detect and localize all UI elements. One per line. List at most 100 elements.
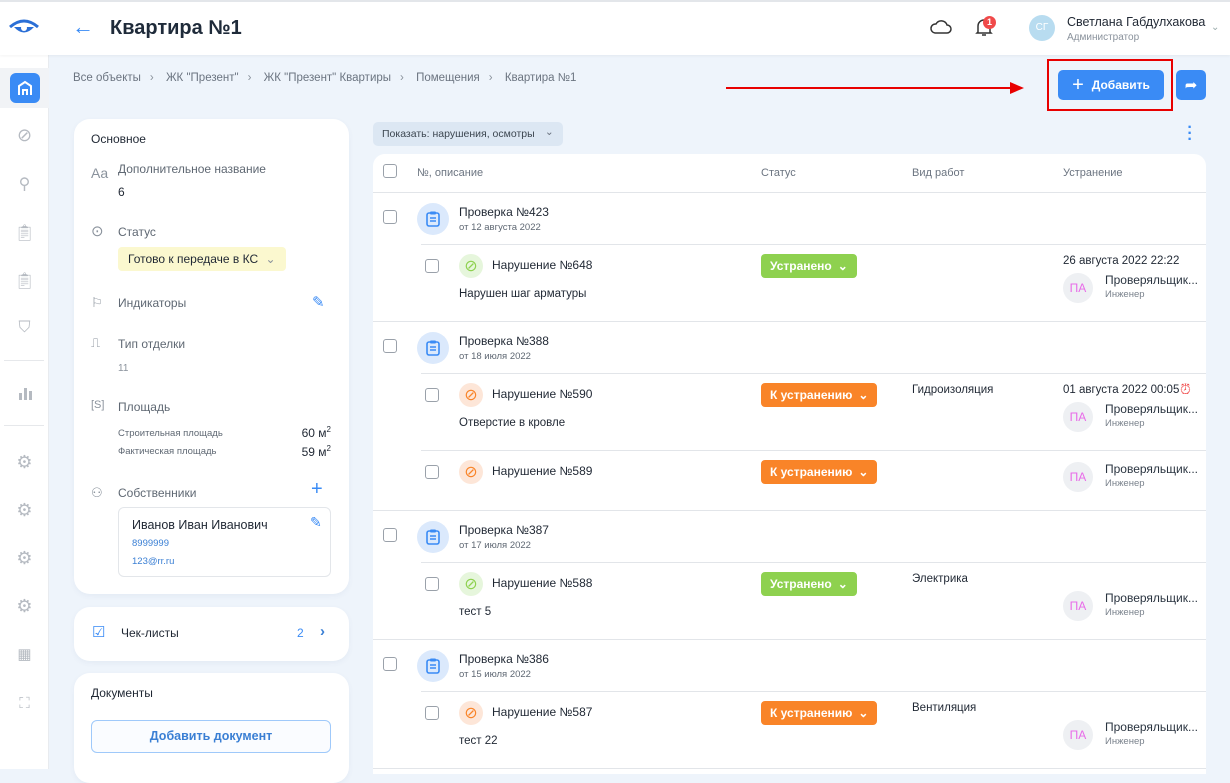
checklists-card[interactable]: ☑ Чек-листы 2 › [74, 607, 349, 661]
cloud-icon[interactable] [930, 18, 952, 36]
sidebar-item-objects[interactable] [0, 68, 49, 108]
column-header-work-type[interactable]: Вид работ [912, 167, 965, 179]
inspection-title[interactable]: Проверка №386 [459, 652, 549, 666]
column-header-status[interactable]: Статус [761, 167, 796, 179]
assignee-name[interactable]: Проверяльщик... [1105, 591, 1199, 605]
inspection-row[interactable]: Проверка №386 от 15 июля 2022 [373, 640, 1206, 692]
sup: 2 [326, 444, 331, 453]
assignee-avatar: ПА [1063, 462, 1093, 492]
status-dropdown[interactable]: Готово к передаче в КС ⌄ [118, 247, 286, 271]
inspection-title[interactable]: Проверка №423 [459, 205, 549, 219]
sidebar-item-analytics[interactable] [0, 375, 49, 415]
pencil-icon[interactable]: ✎ [312, 294, 325, 311]
breadcrumb-item[interactable]: Все объекты [73, 72, 141, 84]
owner-phone[interactable]: 8999999 [132, 538, 169, 549]
sidebar-item-acceptance[interactable]: ⛉ [0, 308, 49, 348]
plus-icon: + [1072, 73, 1084, 96]
status-dropdown[interactable]: Устранено ⌄ [761, 254, 857, 278]
eye-logo-icon[interactable] [9, 18, 39, 38]
user-badge-icon: ⛶ [19, 694, 30, 712]
assignee-name[interactable]: Проверяльщик... [1105, 273, 1199, 287]
paint-roller-icon: ⎍ [91, 335, 101, 350]
row-checkbox[interactable] [383, 657, 397, 671]
chevron-right-icon: › [488, 72, 493, 84]
row-checkbox[interactable] [383, 339, 397, 353]
owner-email[interactable]: 123@rr.ru [132, 556, 175, 567]
forbidden-icon: ⊘ [16, 124, 33, 145]
owner-name: Иванов Иван Иванович [132, 518, 268, 532]
violation-row[interactable]: ⊘ Нарушение №590 Отверстие в кровле К устра… [373, 374, 1206, 451]
assignee-name[interactable]: Проверяльщик... [1105, 402, 1199, 416]
user-role: Администратор [1067, 32, 1140, 43]
sidebar-item-profile[interactable]: ⛶ [0, 683, 49, 723]
violation-row[interactable]: ⊘ Нарушение №648 Нарушен шаг арматуры Устра… [373, 245, 1206, 322]
add-document-button[interactable]: Добавить документ [91, 720, 331, 753]
owner-card[interactable]: Иванов Иван Иванович ✎ 8999999 123@rr.ru [118, 507, 331, 577]
divider [4, 360, 44, 361]
assignee-avatar: ПА [1063, 720, 1093, 750]
assignee-role: Инженер [1105, 478, 1145, 489]
status-dropdown[interactable]: Устранено ⌄ [761, 572, 857, 596]
row-checkbox[interactable] [383, 210, 397, 224]
sidebar-item-settings-checks[interactable]: ⚙ [0, 442, 49, 482]
violation-title[interactable]: Нарушение №587 [492, 705, 593, 719]
violation-row[interactable]: ⊘ Нарушение №589 К устранению ⌄ ПА Проверяльщ… [373, 451, 1206, 511]
share-icon: ➦ [1184, 77, 1198, 94]
divider [4, 425, 44, 426]
inspection-row[interactable]: Проверка №423 от 12 августа 2022 [373, 193, 1206, 245]
chevron-right-icon[interactable]: › [320, 623, 325, 640]
sidebar-item-search[interactable]: ⚲ [0, 164, 49, 204]
select-all-checkbox[interactable] [383, 164, 397, 178]
inspection-row[interactable]: Проверка №388 от 18 июля 2022 [373, 322, 1206, 374]
sidebar-item-reports[interactable]: 📋︎ [0, 261, 49, 301]
user-name[interactable]: Светлана Габдулхакова [1067, 15, 1206, 29]
assignee-name[interactable]: Проверяльщик... [1105, 720, 1199, 734]
status-dropdown[interactable]: К устранению ⌄ [761, 383, 878, 407]
add-owner-plus-icon[interactable]: + [311, 478, 323, 500]
violation-title[interactable]: Нарушение №648 [492, 258, 593, 272]
inspection-row[interactable]: Проверка №387 от 17 июля 2022 [373, 511, 1206, 563]
inspection-title[interactable]: Проверка №387 [459, 523, 549, 537]
status-label: Устранено [770, 259, 832, 273]
info-card: Основное Aa Дополнительное название 6 ⊙ … [74, 119, 349, 594]
sidebar-item-settings-list[interactable]: ⚙ [0, 538, 49, 578]
violation-title[interactable]: Нарушение №590 [492, 387, 593, 401]
status-dropdown[interactable]: К устранению ⌄ [761, 460, 878, 484]
inspection-title[interactable]: Проверка №388 [459, 334, 549, 348]
row-checkbox[interactable] [383, 528, 397, 542]
violation-title[interactable]: Нарушение №589 [492, 464, 593, 478]
chevron-down-icon[interactable]: ⌄ [1211, 22, 1220, 33]
row-checkbox[interactable] [425, 259, 439, 273]
status-dropdown[interactable]: К устранению ⌄ [761, 701, 878, 725]
annotation-arrowhead [1010, 82, 1024, 94]
sidebar-item-calendar[interactable]: ▦ [0, 634, 49, 674]
violation-row[interactable]: ⊘ Нарушение №588 тест 5 Устранено ⌄ Электрика… [373, 563, 1206, 640]
row-checkbox[interactable] [425, 577, 439, 591]
column-header-description[interactable]: №, описание [417, 167, 484, 179]
add-button[interactable]: + Добавить [1058, 70, 1164, 100]
share-button[interactable]: ➦ [1176, 70, 1206, 100]
column-header-fix[interactable]: Устранение [1063, 167, 1123, 179]
status-label: К устранению [770, 388, 853, 402]
pencil-icon[interactable]: ✎ [310, 514, 322, 530]
breadcrumb-item[interactable]: ЖК "Презент" [165, 72, 239, 84]
violation-row[interactable]: ⊘ Нарушение №587 тест 22 К устранению ⌄ Венти… [373, 692, 1206, 769]
filter-dropdown[interactable]: Показать: нарушения, осмотры ⌄ [373, 122, 563, 146]
checklists-label: Чек-листы [121, 626, 179, 640]
breadcrumb-item[interactable]: Помещения [416, 72, 480, 84]
breadcrumb-item[interactable]: ЖК "Презент" Квартиры [263, 72, 392, 84]
violation-title[interactable]: Нарушение №588 [492, 576, 593, 590]
assignee-role: Инженер [1105, 418, 1145, 429]
row-checkbox[interactable] [425, 388, 439, 402]
row-checkbox[interactable] [425, 465, 439, 479]
user-avatar[interactable]: СГ [1029, 15, 1055, 41]
sidebar-item-settings-tools[interactable]: ⚙ [0, 586, 49, 626]
more-vertical-icon[interactable]: · · · [1187, 119, 1193, 148]
back-arrow-icon[interactable]: ← [72, 14, 94, 39]
row-checkbox[interactable] [425, 706, 439, 720]
section-title: Основное [91, 132, 146, 146]
assignee-name[interactable]: Проверяльщик... [1105, 462, 1199, 476]
sidebar-item-checks[interactable]: 📋︎ [0, 213, 49, 253]
sidebar-item-settings-users[interactable]: ⚙ [0, 490, 49, 530]
sidebar-item-violations[interactable]: ⊘ [0, 115, 49, 155]
